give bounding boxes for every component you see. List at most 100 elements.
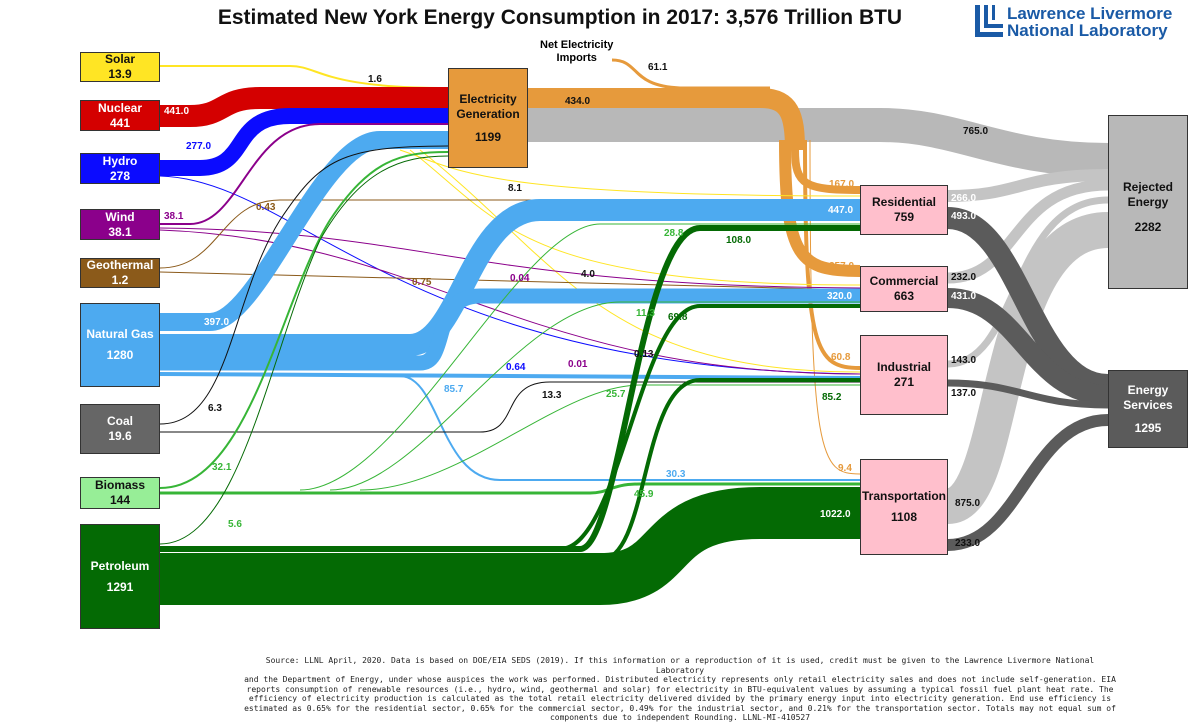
source-value: 278	[109, 168, 131, 183]
source-petroleum: Petroleum 1291	[80, 524, 160, 629]
flow-elec-commercial	[779, 139, 861, 277]
flow-label: 266.0	[951, 193, 977, 204]
sector-residential: Residential 759	[860, 185, 948, 235]
footnote-line: reports consumption of renewable resourc…	[246, 684, 1114, 694]
flow-label: 8.1	[508, 183, 522, 194]
sector-value: 1108	[890, 510, 918, 524]
flow-label: 441.0	[164, 106, 190, 117]
llnl-logo-text: Lawrence Livermore National Laboratory	[1007, 5, 1172, 39]
output-label-1: Energy	[1127, 382, 1169, 397]
sector-value: 759	[893, 210, 915, 224]
flow-transport-rejected	[944, 212, 1110, 524]
flow-label: 60.8	[831, 352, 851, 363]
flow-label: 0.01	[568, 359, 588, 370]
flow-pet-com	[559, 304, 860, 551]
output-value: 1295	[1134, 420, 1162, 435]
flow-label: 69.8	[668, 312, 688, 323]
flow-label: 875.0	[955, 498, 981, 509]
source-label: Natural Gas	[86, 327, 154, 341]
llnl-logo-mark	[975, 5, 1003, 37]
source-coal: Coal 19.6	[80, 404, 160, 454]
output-value: 2282	[1134, 220, 1162, 234]
flow-industrial-services	[947, 379, 1109, 409]
electricity-label-2: Generation	[456, 106, 520, 121]
flow-wind-elec	[160, 123, 448, 225]
source-label: Coal	[106, 414, 133, 428]
flow-label: 11.3	[636, 308, 655, 319]
flow-label: 232.0	[951, 272, 977, 283]
source-value: 441	[109, 115, 131, 130]
sector-value: 271	[893, 375, 915, 389]
footnote-line: Source: LLNL April, 2020. Data is based …	[265, 656, 1095, 675]
flow-solar-res	[399, 149, 861, 197]
flow-biomass-elec	[159, 151, 449, 489]
flow-label: 61.1	[648, 62, 668, 73]
flow-biomass-res	[299, 223, 860, 491]
imports-label: Net Electricity Imports	[540, 39, 613, 65]
flow-label: 431.0	[951, 291, 977, 302]
source-value: 1.2	[111, 273, 129, 287]
output-label-2: Services	[1123, 397, 1173, 412]
flow-label: 5.6	[228, 519, 242, 530]
flow-wind-com	[159, 227, 861, 289]
source-label: Petroleum	[90, 558, 150, 573]
output-energy-services: Energy Services 1295	[1108, 370, 1188, 448]
flow-label: 167.0	[829, 179, 855, 190]
footnote-line: estimated as 0.65% for the residential s…	[244, 703, 1116, 713]
flow-commercial-rejected	[947, 179, 1109, 284]
sector-label: Commercial	[869, 274, 939, 288]
logo-line2: National Laboratory	[1007, 21, 1168, 40]
electricity-label-1: Electricity	[459, 91, 517, 106]
flow-label: 38.1	[164, 211, 184, 222]
flow-label: 1022.0	[820, 509, 851, 520]
flow-label: 4.0	[581, 269, 595, 280]
flow-wind-ind	[159, 229, 861, 375]
source-label: Hydro	[102, 153, 138, 168]
flow-gas-ind	[159, 372, 861, 380]
flow-label: 0.64	[506, 362, 526, 373]
flow-label: 0.43	[256, 202, 276, 213]
sector-commercial: Commercial 663	[860, 266, 948, 312]
sector-label: Residential	[871, 195, 937, 209]
flow-coal-ind	[160, 381, 860, 433]
flow-label: 85.2	[822, 392, 842, 403]
source-biomass: Biomass 144	[80, 477, 160, 509]
footnote-line: efficiency of electricity production is …	[248, 694, 1112, 703]
flow-label: 0.04	[510, 273, 530, 284]
flow-solar-com	[409, 149, 861, 286]
flow-label: 277.0	[186, 141, 212, 152]
flow-label: 0.75	[412, 277, 432, 288]
flow-label: 0.13	[634, 349, 654, 360]
imports-line1: Net Electricity	[540, 39, 614, 51]
imports-line2: Imports	[556, 52, 597, 64]
source-label: Biomass	[94, 478, 146, 492]
footnote-line: components due to independent Rounding. …	[549, 713, 811, 722]
flow-geo-res	[159, 199, 860, 269]
source-value: 38.1	[108, 224, 132, 239]
flow-imports	[611, 58, 770, 90]
flow-gas-elec	[160, 131, 448, 331]
logo-line1: Lawrence Livermore	[1007, 4, 1173, 23]
flow-label: 25.7	[606, 389, 626, 400]
flow-label: 765.0	[963, 126, 989, 137]
flow-pet-trans	[160, 487, 860, 605]
source-value: 13.9	[108, 67, 132, 81]
source-label: Wind	[105, 209, 135, 224]
source-hydro: Hydro 278	[80, 153, 160, 184]
output-label-2: Energy	[1127, 195, 1169, 209]
flow-solar-elec	[160, 65, 449, 89]
source-value: 144	[109, 493, 131, 507]
flow-label: 6.3	[208, 403, 222, 414]
flow-residential-services	[946, 207, 1110, 396]
source-value: 1280	[106, 348, 134, 362]
flow-label: 397.0	[204, 317, 230, 328]
flow-label: 143.0	[951, 355, 977, 366]
flow-biomass-ind	[359, 384, 860, 491]
source-label: Geothermal	[86, 258, 154, 272]
flow-label: 1.6	[368, 74, 382, 85]
flow-label: 30.3	[666, 469, 686, 480]
sector-label: Industrial	[876, 360, 931, 374]
source-value: 19.6	[108, 429, 132, 443]
flow-elec-industrial	[803, 139, 861, 370]
